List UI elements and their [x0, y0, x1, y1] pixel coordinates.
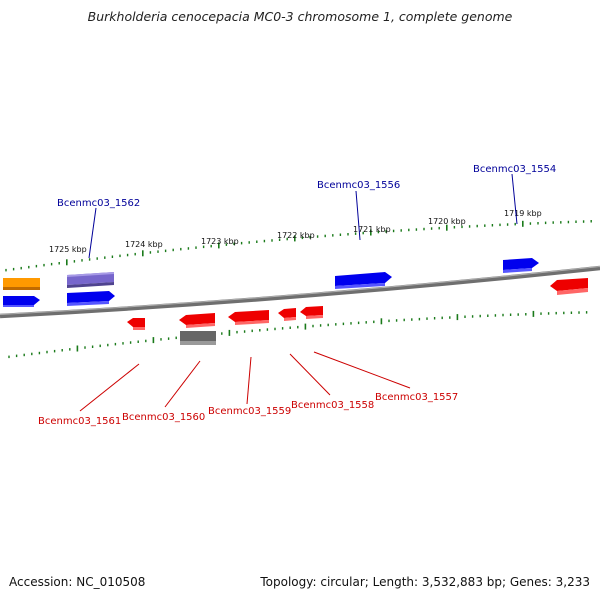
gene-bcenmc03-1554[interactable]	[503, 258, 539, 273]
gene-label-bcenmc03-1554[interactable]: Bcenmc03_1554	[473, 164, 556, 175]
gene-label-bcenmc03-1560[interactable]: Bcenmc03_1560	[122, 412, 205, 423]
gene-label-bcenmc03-1556[interactable]: Bcenmc03_1556	[317, 180, 400, 191]
topology-summary-text: Topology: circular; Length: 3,532,883 bp…	[260, 575, 590, 589]
leader-line-1561	[79, 363, 140, 412]
gene-label-bcenmc03-1557[interactable]: Bcenmc03_1557	[375, 392, 458, 403]
scale-label-1725: 1725 kbp	[49, 245, 87, 254]
gene-bcenmc03-1559[interactable]	[228, 310, 269, 325]
gene-bcenmc03-1562[interactable]	[67, 272, 114, 288]
leader-line-1557	[313, 351, 411, 389]
gene-gray[interactable]	[180, 331, 216, 345]
chromosome-backbone-highlight	[0, 266, 600, 315]
accession-text: Accession: NC_010508	[9, 575, 146, 589]
gene-bcenmc03-1556[interactable]	[335, 272, 392, 289]
gene-label-bcenmc03-1562[interactable]: Bcenmc03_1562	[57, 198, 140, 209]
tick-track-top	[5, 220, 592, 272]
scale-label-1720: 1720 kbp	[428, 217, 466, 226]
scale-label-1722: 1722 kbp	[277, 231, 315, 240]
scale-label-1721: 1721 kbp	[353, 225, 391, 234]
leader-line-1556	[355, 190, 361, 241]
gene-forward-left[interactable]	[3, 296, 40, 307]
chromosome-backbone	[0, 265, 600, 319]
leader-line-1560	[164, 360, 201, 408]
tick-track-bottom	[8, 310, 588, 359]
leader-line-1562	[88, 207, 97, 259]
gene-orange[interactable]	[3, 278, 40, 290]
gene-bcenmc03-1560[interactable]	[179, 313, 215, 328]
gene-bcenmc03-1561[interactable]	[127, 318, 145, 330]
leader-line-1558	[289, 353, 331, 396]
scale-label-1723: 1723 kbp	[201, 237, 239, 246]
genome-title: Burkholderia cenocepacia MC0-3 chromosom…	[87, 9, 513, 24]
gene-label-bcenmc03-1559[interactable]: Bcenmc03_1559	[208, 406, 291, 417]
scale-label-1724: 1724 kbp	[125, 240, 163, 249]
gene-bcenmc03-1558[interactable]	[278, 308, 296, 321]
gene-reverse-right-edge[interactable]	[550, 278, 588, 295]
gene-label-bcenmc03-1558[interactable]: Bcenmc03_1558	[291, 400, 374, 411]
gene-forward-2[interactable]	[67, 291, 115, 306]
leader-line-1559	[246, 356, 252, 405]
gene-label-bcenmc03-1561[interactable]: Bcenmc03_1561	[38, 416, 121, 427]
leader-line-1554	[511, 173, 518, 225]
scale-label-1719: 1719 kbp	[504, 209, 542, 218]
gene-bcenmc03-1557[interactable]	[300, 306, 323, 319]
